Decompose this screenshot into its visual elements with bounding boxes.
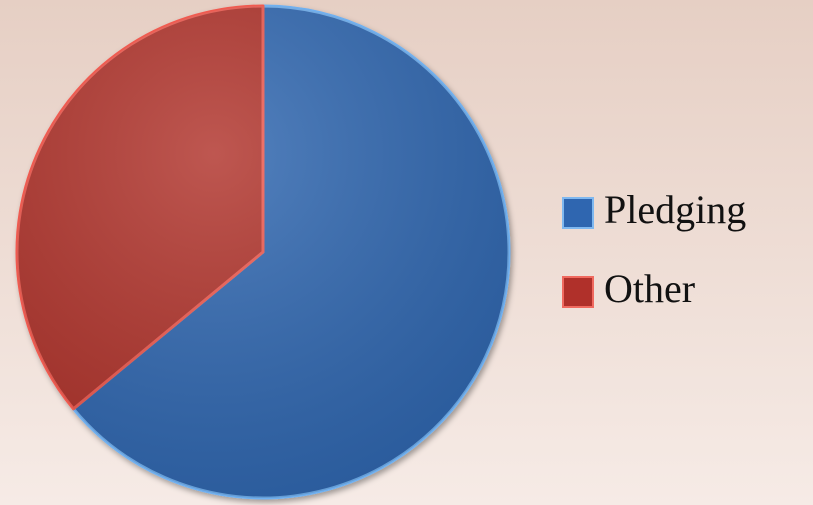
- legend-label: Pledging: [604, 187, 746, 232]
- legend-swatch: [562, 276, 594, 308]
- pie: [15, 4, 511, 500]
- legend-label: Other: [604, 266, 695, 311]
- legend-swatch: [562, 197, 594, 229]
- legend: Pledging Other: [562, 187, 746, 311]
